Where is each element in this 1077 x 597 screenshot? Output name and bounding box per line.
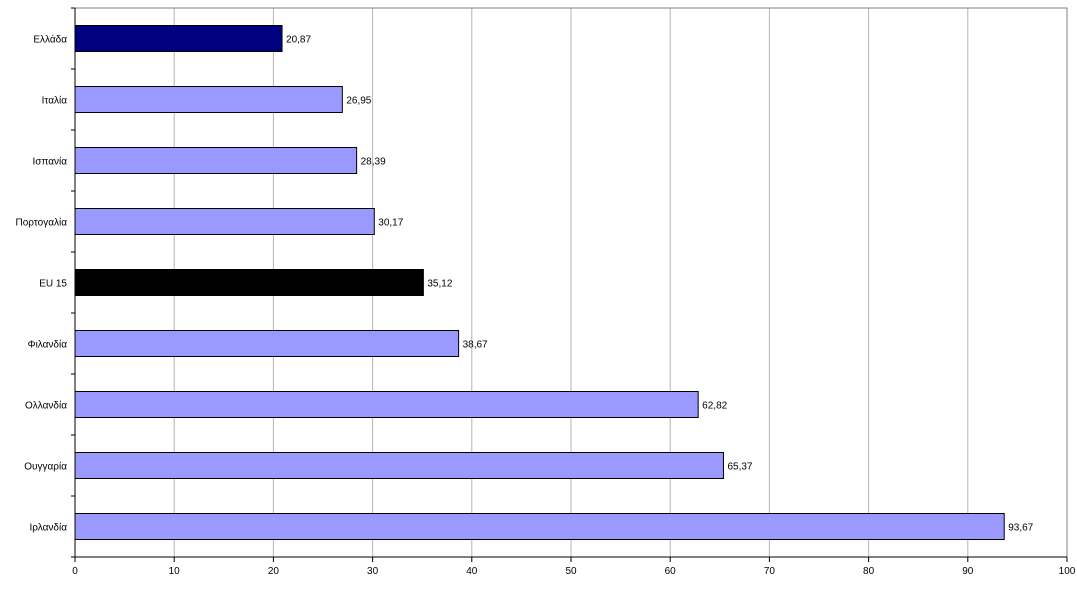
data-label: 65,37 [727, 462, 752, 473]
x-tick-label: 100 [1059, 566, 1076, 577]
bar [74, 269, 424, 296]
x-tick-label: 10 [169, 566, 181, 577]
category-label: Ιρλανδία [30, 522, 68, 534]
category-label: Ολλανδία [25, 400, 67, 412]
x-tick-label: 40 [466, 566, 478, 577]
bar [74, 147, 358, 174]
bar [74, 330, 460, 357]
data-label: 62,82 [702, 401, 727, 412]
data-label: 93,67 [1008, 523, 1033, 534]
bar [74, 25, 283, 52]
x-tick-label: 80 [863, 566, 875, 577]
x-tick-label: 60 [665, 566, 677, 577]
bar [74, 452, 724, 479]
category-label: EU 15 [39, 279, 67, 290]
category-label: Ισπανία [33, 156, 68, 168]
x-tick-label: 30 [367, 566, 379, 577]
x-tick-label: 90 [962, 566, 974, 577]
data-label: 35,12 [427, 279, 452, 290]
data-label: 28,39 [361, 157, 386, 168]
bar [74, 208, 375, 235]
data-label: 26,95 [346, 96, 371, 107]
x-tick-label: 50 [565, 566, 577, 577]
category-label: Ελλάδα [33, 34, 67, 46]
x-tick-label: 70 [764, 566, 776, 577]
bar [74, 391, 699, 418]
category-label: Φιλανδία [28, 339, 68, 351]
data-label: 30,17 [378, 218, 403, 229]
category-label: Ιταλία [42, 95, 68, 107]
x-tick-label: 0 [72, 566, 78, 577]
category-label: Πορτογαλία [16, 217, 68, 229]
x-tick-label: 20 [268, 566, 280, 577]
data-label: 20,87 [286, 35, 311, 46]
bar [74, 513, 1005, 540]
category-label: Ουγγαρία [24, 461, 67, 473]
bar [74, 86, 343, 113]
data-label: 38,67 [463, 340, 488, 351]
